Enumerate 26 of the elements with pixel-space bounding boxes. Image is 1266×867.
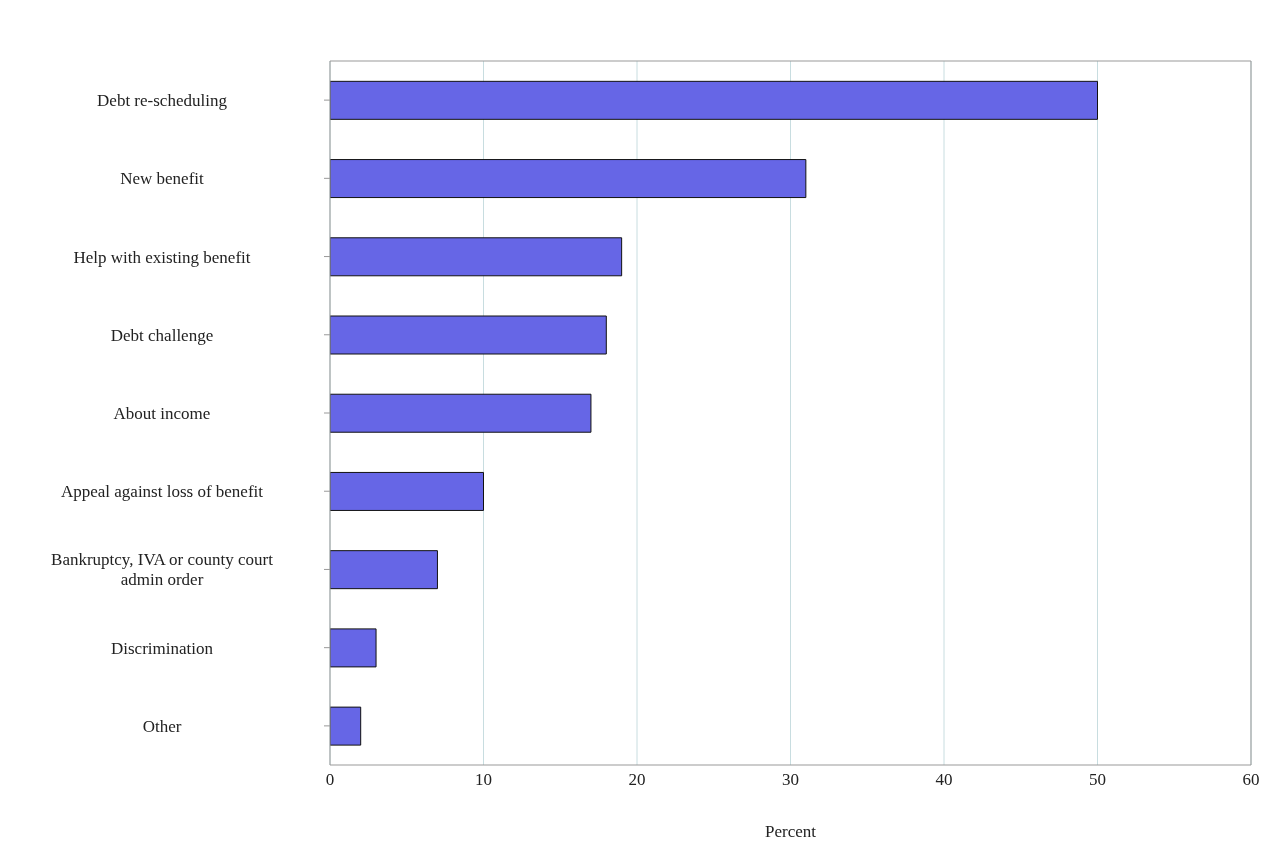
y-tick-label: Discrimination: [111, 638, 214, 658]
y-tick-label: About income: [113, 404, 211, 423]
y-tick-label: Debt challenge: [110, 325, 214, 345]
bar: [330, 628, 377, 668]
x-tick-label: 60: [1242, 770, 1260, 790]
x-tick-label: 50: [1089, 770, 1106, 790]
x-tick-label: 0: [325, 770, 335, 790]
bar: [330, 393, 592, 433]
y-tick-label: Debt re-scheduling: [97, 91, 228, 111]
x-tick-label: 10: [475, 770, 492, 790]
bar: [330, 159, 807, 199]
bar: [330, 550, 438, 590]
y-tick-label: Bankruptcy, IVA or county court admin order: [51, 550, 274, 590]
bar: [330, 80, 1098, 120]
bar: [330, 315, 607, 355]
x-tick-label: 20: [628, 770, 646, 790]
x-axis-title: Percent: [765, 822, 817, 841]
x-tick-label: 30: [782, 770, 799, 790]
bar: [330, 471, 484, 511]
bar: [330, 237, 623, 277]
y-tick-label: Help with existing benefit: [73, 247, 251, 267]
x-tick-label: 40: [935, 770, 953, 790]
bar: [330, 706, 362, 746]
y-tick-label: Other: [142, 716, 182, 736]
y-tick-label: Appeal against loss of benefit: [60, 482, 264, 502]
y-tick-label: New benefit: [120, 169, 205, 189]
